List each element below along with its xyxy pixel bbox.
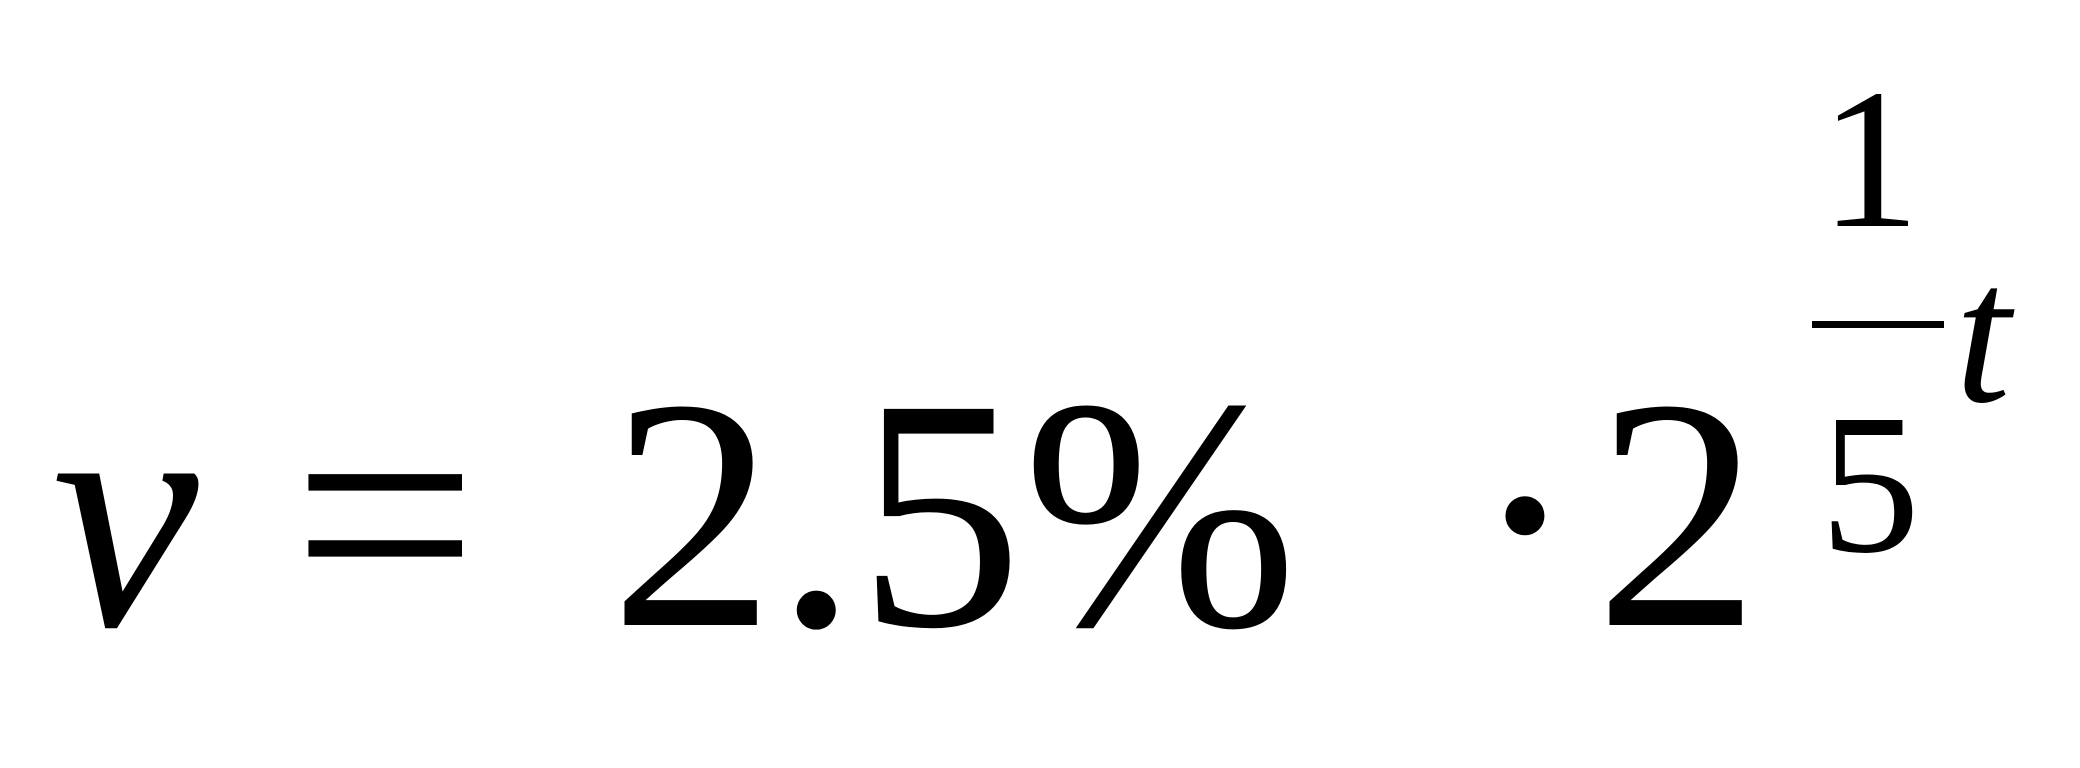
coefficient: 2.5% bbox=[610, 332, 1298, 697]
exponent-denominator: 5 bbox=[1820, 374, 1920, 595]
equals-sign: = bbox=[292, 332, 479, 697]
exponent-variable-t: t bbox=[1955, 224, 2011, 445]
fraction-bar bbox=[1812, 321, 1944, 328]
multiplication-dot: · bbox=[1470, 332, 1580, 697]
exponent-numerator: 1 bbox=[1820, 49, 1920, 270]
variable-v: v bbox=[52, 332, 199, 697]
base-number: 2 bbox=[1595, 332, 1760, 697]
